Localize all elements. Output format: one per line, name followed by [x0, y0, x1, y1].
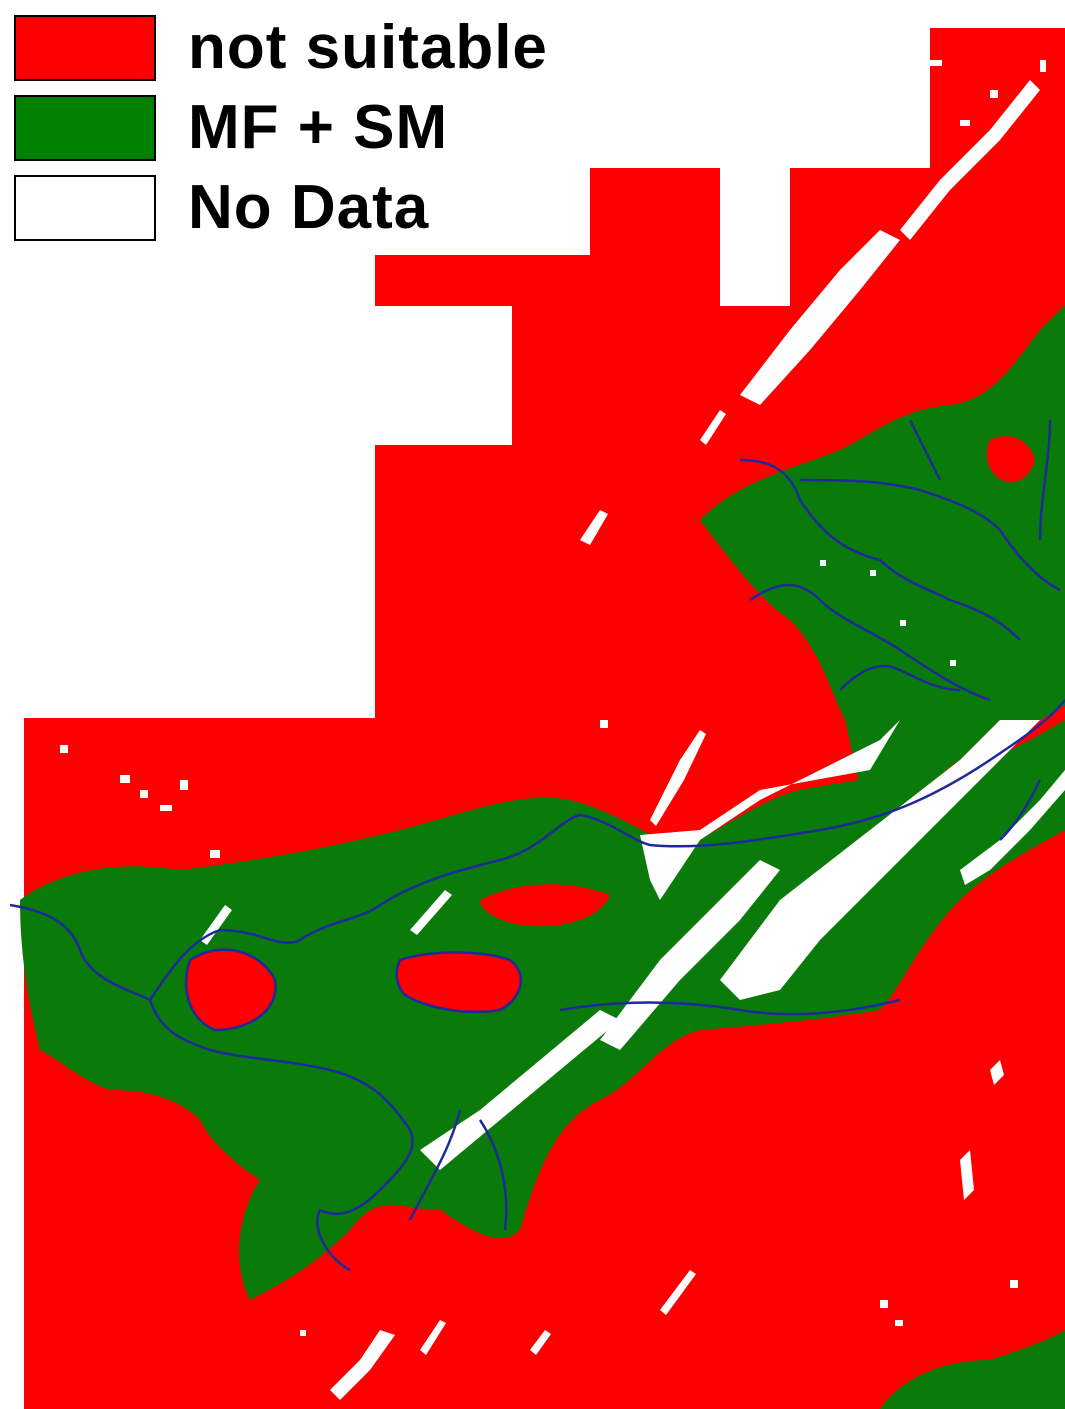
legend-label-no-data: No Data	[188, 173, 430, 242]
legend-label-mf-sm: MF + SM	[188, 93, 449, 162]
not-suitable-islands	[186, 436, 1035, 1030]
legend-item-not-suitable: not suitable	[14, 8, 548, 88]
mf-sm-area	[20, 305, 1065, 1409]
no-data-speckles	[60, 60, 1046, 1336]
legend-swatch-no-data	[14, 175, 156, 241]
legend-item-no-data: No Data	[14, 168, 548, 248]
legend-label-not-suitable: not suitable	[188, 13, 548, 82]
river-lines	[9, 419, 1065, 1272]
map-legend: not suitable MF + SM No Data	[14, 8, 548, 248]
legend-item-mf-sm: MF + SM	[14, 88, 548, 168]
legend-swatch-mf-sm	[14, 95, 156, 161]
legend-swatch-not-suitable	[14, 15, 156, 81]
